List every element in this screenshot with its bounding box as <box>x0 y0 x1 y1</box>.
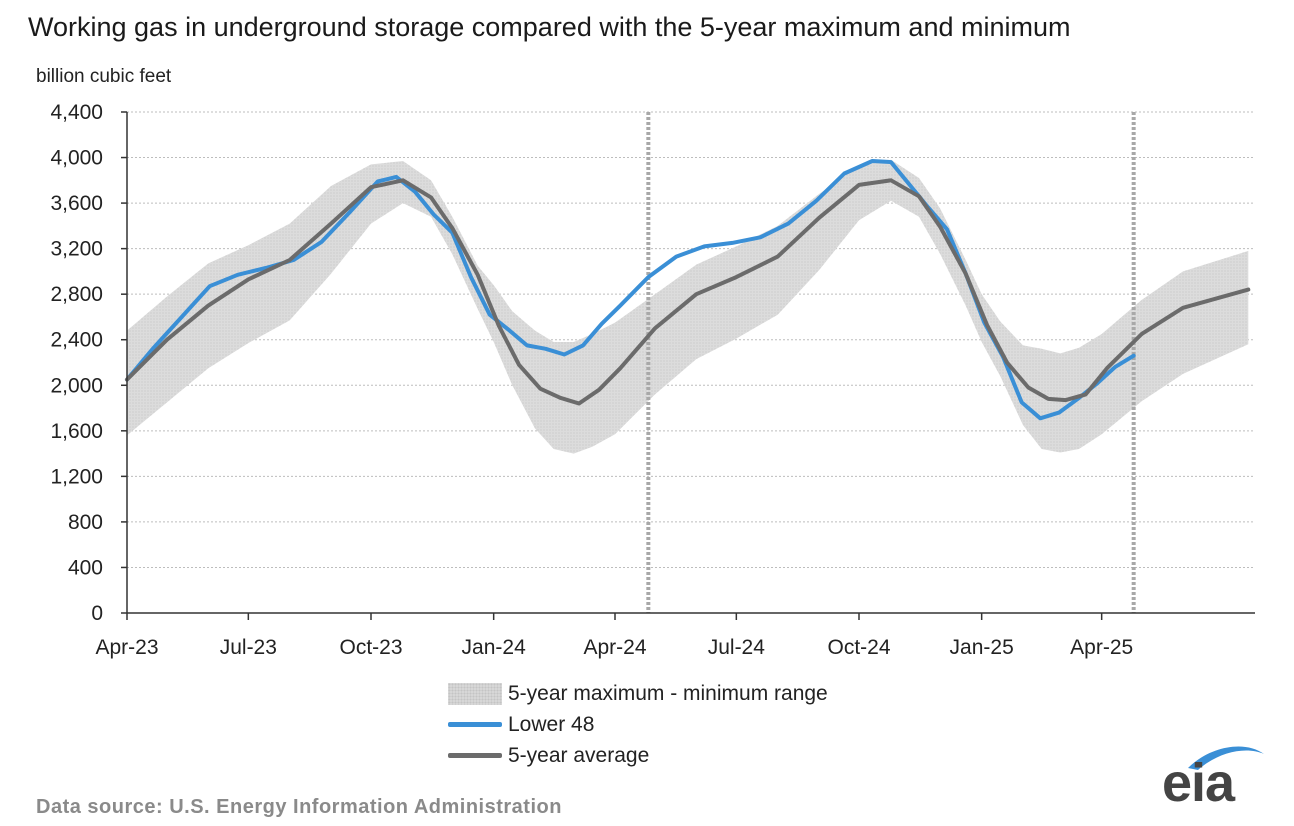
x-tick-label: Jan-25 <box>950 636 1014 659</box>
y-tick-label: 3,200 <box>50 238 103 261</box>
y-tick-label: 2,400 <box>50 329 103 352</box>
legend-swatch-lower48 <box>448 722 502 727</box>
y-tick-label: 1,600 <box>50 420 103 443</box>
y-tick-label: 800 <box>68 511 103 534</box>
y-tick-label: 3,600 <box>50 192 103 215</box>
data-source-note: Data source: U.S. Energy Information Adm… <box>36 796 562 818</box>
y-tick-label: 400 <box>68 556 103 579</box>
x-tick-label: Apr-24 <box>583 636 646 659</box>
x-tick-label: Jul-23 <box>220 636 277 659</box>
chart-title: Working gas in underground storage compa… <box>28 12 1071 42</box>
legend-label-lower48: Lower 48 <box>508 712 595 736</box>
y-axis-unit-label: billion cubic feet <box>36 66 172 87</box>
legend-label-range: 5-year maximum - minimum range <box>508 681 828 705</box>
legend-item-average: 5-year average <box>448 740 828 771</box>
legend-swatch-range <box>448 682 502 705</box>
x-tick-label: Oct-24 <box>827 636 890 659</box>
y-tick-label: 1,200 <box>50 465 103 488</box>
x-tick-label: Jul-24 <box>708 636 766 659</box>
x-tick-label: Apr-23 <box>95 636 158 659</box>
x-tick-label: Oct-23 <box>339 636 402 659</box>
five-year-average-line <box>125 178 1251 406</box>
y-tick-label: 0 <box>91 602 103 625</box>
y-tick-label: 2,000 <box>50 374 103 397</box>
x-tick-label: Jan-24 <box>462 636 527 659</box>
x-tick-label: Apr-25 <box>1070 636 1133 659</box>
eia-logo-icon <box>1188 746 1264 770</box>
legend-swatch-average <box>448 753 502 758</box>
legend-item-lower48: Lower 48 <box>448 709 828 740</box>
y-tick-label: 4,000 <box>50 147 103 170</box>
y-tick-label: 2,800 <box>50 283 103 306</box>
legend-label-average: 5-year average <box>508 743 650 767</box>
legend-item-range: 5-year maximum - minimum range <box>448 678 828 709</box>
eia-logo-text: eia <box>1162 753 1235 813</box>
y-tick-label: 4,400 <box>50 101 103 124</box>
chart-legend: 5-year maximum - minimum range Lower 48 … <box>448 678 828 771</box>
range-band <box>127 159 1249 454</box>
